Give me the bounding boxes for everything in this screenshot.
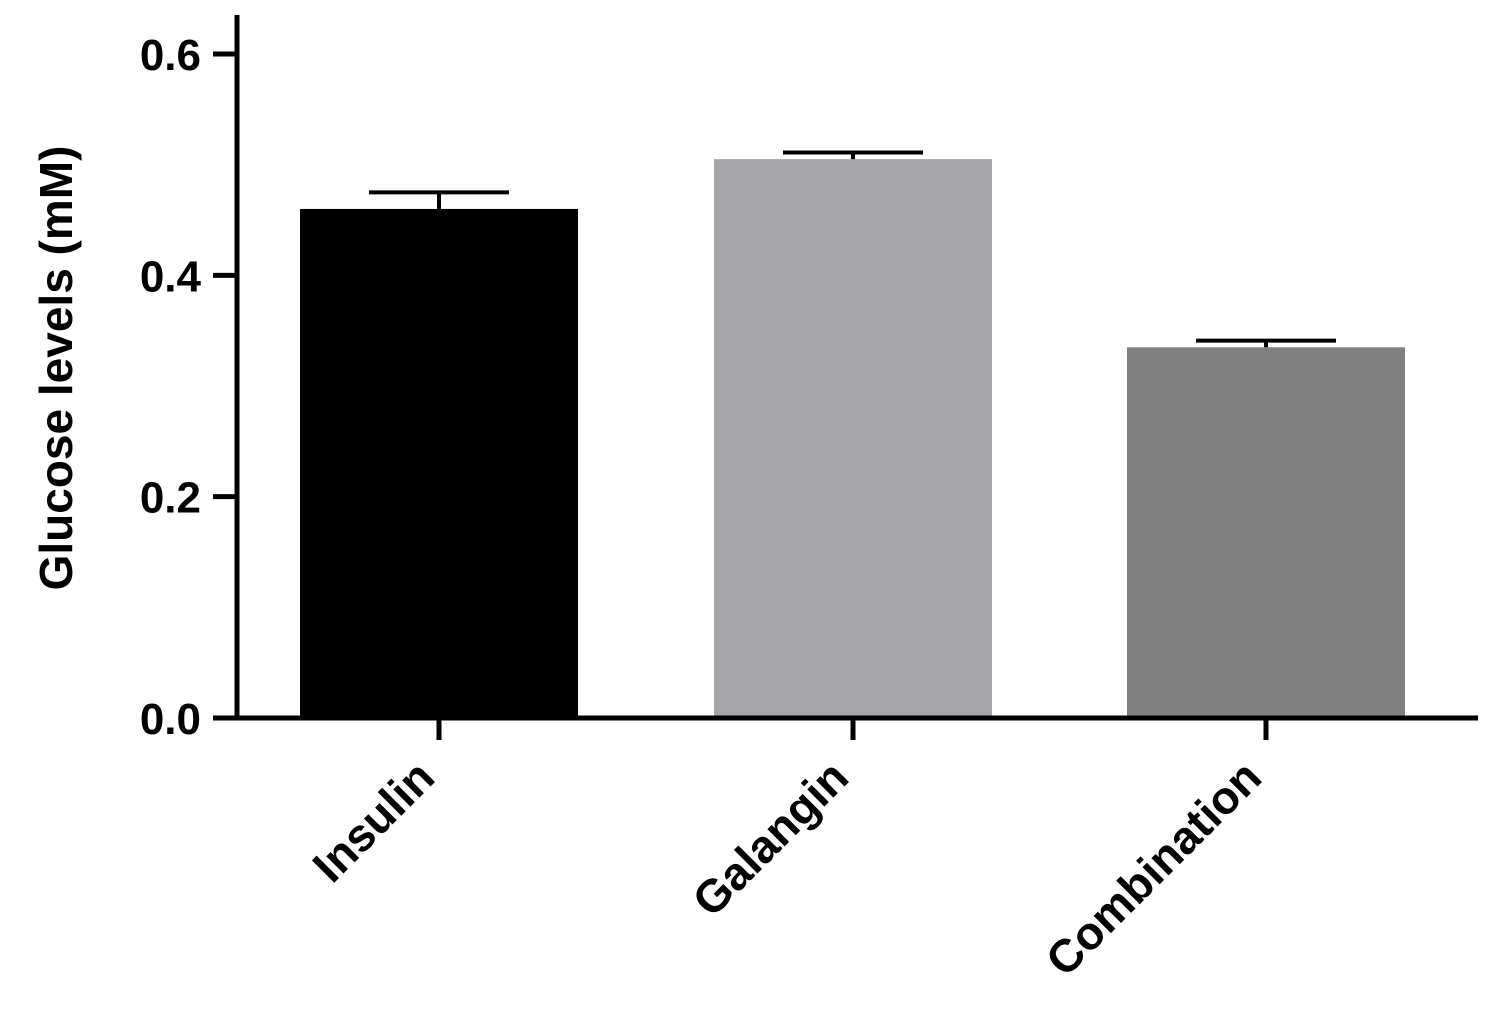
- bars-group: [300, 159, 1405, 719]
- y-tick-label: 0.6: [140, 31, 201, 80]
- error-bars-group: [369, 150, 1336, 348]
- x-tick-label: Galangin: [682, 750, 858, 926]
- axes-group: [234, 15, 1478, 721]
- y-tick-label: 0.2: [140, 474, 201, 523]
- bar-galangin: [714, 159, 992, 719]
- y-tick-label: 0.4: [140, 252, 202, 301]
- y-tick-label: 0.0: [140, 695, 201, 744]
- x-tick-label: Insulin: [302, 750, 444, 892]
- x-ticks-group: Insulin Galangin Combination: [302, 718, 1271, 986]
- x-tick-label: Combination: [1036, 750, 1272, 986]
- y-ticks-group: 0.0 0.2 0.4 0.6: [140, 31, 237, 744]
- bar-insulin: [300, 208, 578, 718]
- y-axis-label: Glucose levels (mM): [30, 146, 82, 591]
- bar-combination: [1127, 347, 1405, 718]
